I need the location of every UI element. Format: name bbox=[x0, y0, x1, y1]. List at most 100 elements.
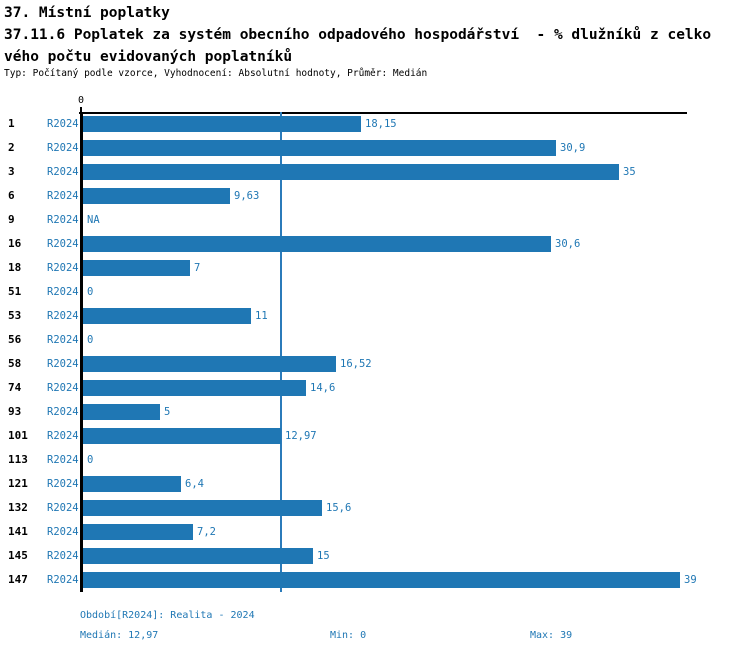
bar-row: 141 R2024 7,2 bbox=[0, 524, 750, 540]
bar bbox=[83, 476, 181, 492]
row-series-label: R2024 bbox=[47, 118, 79, 130]
bar-row: 101 R2024 12,97 bbox=[0, 428, 750, 444]
row-category-label: 132 bbox=[8, 501, 28, 514]
bar bbox=[83, 356, 336, 372]
bar bbox=[83, 236, 551, 252]
bar-row: 9 R2024 NA bbox=[0, 212, 750, 228]
row-category-label: 6 bbox=[8, 189, 15, 202]
row-series-label: R2024 bbox=[47, 430, 79, 442]
footer-median: Medián: 12,97 bbox=[80, 630, 159, 641]
bar-row: 145 R2024 15 bbox=[0, 548, 750, 564]
row-series-label: R2024 bbox=[47, 526, 79, 538]
bar-row: 58 R2024 16,52 bbox=[0, 356, 750, 372]
row-series-label: R2024 bbox=[47, 550, 79, 562]
y-axis-line bbox=[80, 112, 83, 592]
row-category-label: 53 bbox=[8, 309, 22, 322]
bar-row: 93 R2024 5 bbox=[0, 404, 750, 420]
bar-row: 56 R2024 0 bbox=[0, 332, 750, 348]
bar bbox=[83, 260, 190, 276]
bar-value-label: 12,97 bbox=[285, 430, 317, 442]
bar bbox=[83, 308, 251, 324]
row-series-label: R2024 bbox=[47, 190, 79, 202]
row-category-label: 145 bbox=[8, 549, 28, 562]
row-category-label: 1 bbox=[8, 117, 15, 130]
bar bbox=[83, 524, 193, 540]
row-series-label: R2024 bbox=[47, 238, 79, 250]
bar bbox=[83, 428, 281, 444]
row-series-label: R2024 bbox=[47, 574, 79, 586]
row-series-label: R2024 bbox=[47, 262, 79, 274]
footer-period: Období[R2024]: Realita - 2024 bbox=[80, 610, 255, 621]
bar bbox=[83, 548, 313, 564]
page-title: 37. Místní poplatky bbox=[4, 5, 170, 21]
bar bbox=[83, 500, 322, 516]
bar-row: 16 R2024 30,6 bbox=[0, 236, 750, 252]
bar bbox=[83, 140, 556, 156]
bar-row: 18 R2024 7 bbox=[0, 260, 750, 276]
row-series-label: R2024 bbox=[47, 454, 79, 466]
bar-value-label: 0 bbox=[87, 454, 94, 466]
bar-row: 132 R2024 15,6 bbox=[0, 500, 750, 516]
bar-value-label: 39 bbox=[684, 574, 697, 586]
row-category-label: 74 bbox=[8, 381, 22, 394]
row-category-label: 2 bbox=[8, 141, 15, 154]
row-series-label: R2024 bbox=[47, 286, 79, 298]
row-series-label: R2024 bbox=[47, 406, 79, 418]
row-category-label: 16 bbox=[8, 237, 22, 250]
bar-value-label: 30,6 bbox=[555, 238, 581, 250]
row-category-label: 56 bbox=[8, 333, 22, 346]
x-axis-line bbox=[79, 112, 687, 114]
bar bbox=[83, 404, 160, 420]
bar-value-label: 16,52 bbox=[340, 358, 372, 370]
row-series-label: R2024 bbox=[47, 478, 79, 490]
row-category-label: 3 bbox=[8, 165, 15, 178]
bar-value-label: 11 bbox=[255, 310, 268, 322]
bar-row: 74 R2024 14,6 bbox=[0, 380, 750, 396]
footer-max: Max: 39 bbox=[530, 630, 573, 641]
bar-value-label: 18,15 bbox=[365, 118, 397, 130]
row-series-label: R2024 bbox=[47, 358, 79, 370]
bar-value-label: 35 bbox=[623, 166, 636, 178]
bar bbox=[83, 380, 306, 396]
row-series-label: R2024 bbox=[47, 502, 79, 514]
median-line bbox=[279, 112, 282, 592]
row-series-label: R2024 bbox=[47, 214, 79, 226]
bar-value-label: 6,4 bbox=[185, 478, 204, 490]
bar-value-label: 7,2 bbox=[197, 526, 216, 538]
bar-row: 113 R2024 0 bbox=[0, 452, 750, 468]
chart-meta: Typ: Počítaný podle vzorce, Vyhodnocení:… bbox=[4, 68, 428, 79]
bar-value-label: 0 bbox=[87, 334, 94, 346]
bar bbox=[83, 116, 361, 132]
bar-value-label: 0 bbox=[87, 286, 94, 298]
chart-subtitle-line2: vého počtu evidovaných poplatníků bbox=[4, 49, 293, 65]
bar-row: 1 R2024 18,15 bbox=[0, 116, 750, 132]
bar-row: 147 R2024 39 bbox=[0, 572, 750, 588]
bar-row: 3 R2024 35 bbox=[0, 164, 750, 180]
row-series-label: R2024 bbox=[47, 334, 79, 346]
bar-row: 6 R2024 9,63 bbox=[0, 188, 750, 204]
row-category-label: 121 bbox=[8, 477, 28, 490]
bar-row: 51 R2024 0 bbox=[0, 284, 750, 300]
bar-value-label: 15,6 bbox=[326, 502, 352, 514]
chart-subtitle-line1: 37.11.6 Poplatek za systém obecního odpa… bbox=[4, 27, 712, 43]
bar-value-label: 7 bbox=[194, 262, 201, 274]
row-category-label: 18 bbox=[8, 261, 22, 274]
row-category-label: 141 bbox=[8, 525, 28, 538]
axis-zero-tick bbox=[80, 107, 82, 112]
row-series-label: R2024 bbox=[47, 310, 79, 322]
row-category-label: 101 bbox=[8, 429, 28, 442]
bar-value-label: 30,9 bbox=[560, 142, 586, 154]
footer-min: Min: 0 bbox=[330, 630, 367, 641]
row-series-label: R2024 bbox=[47, 382, 79, 394]
row-category-label: 58 bbox=[8, 357, 22, 370]
row-series-label: R2024 bbox=[47, 166, 79, 178]
row-category-label: 51 bbox=[8, 285, 22, 298]
bar-value-label: 9,63 bbox=[234, 190, 260, 202]
axis-zero-tick-label: 0 bbox=[77, 95, 85, 106]
bar-value-label: 14,6 bbox=[310, 382, 336, 394]
bar bbox=[83, 572, 680, 588]
bar-row: 121 R2024 6,4 bbox=[0, 476, 750, 492]
bar bbox=[83, 164, 619, 180]
bar-value-label: NA bbox=[87, 214, 100, 226]
